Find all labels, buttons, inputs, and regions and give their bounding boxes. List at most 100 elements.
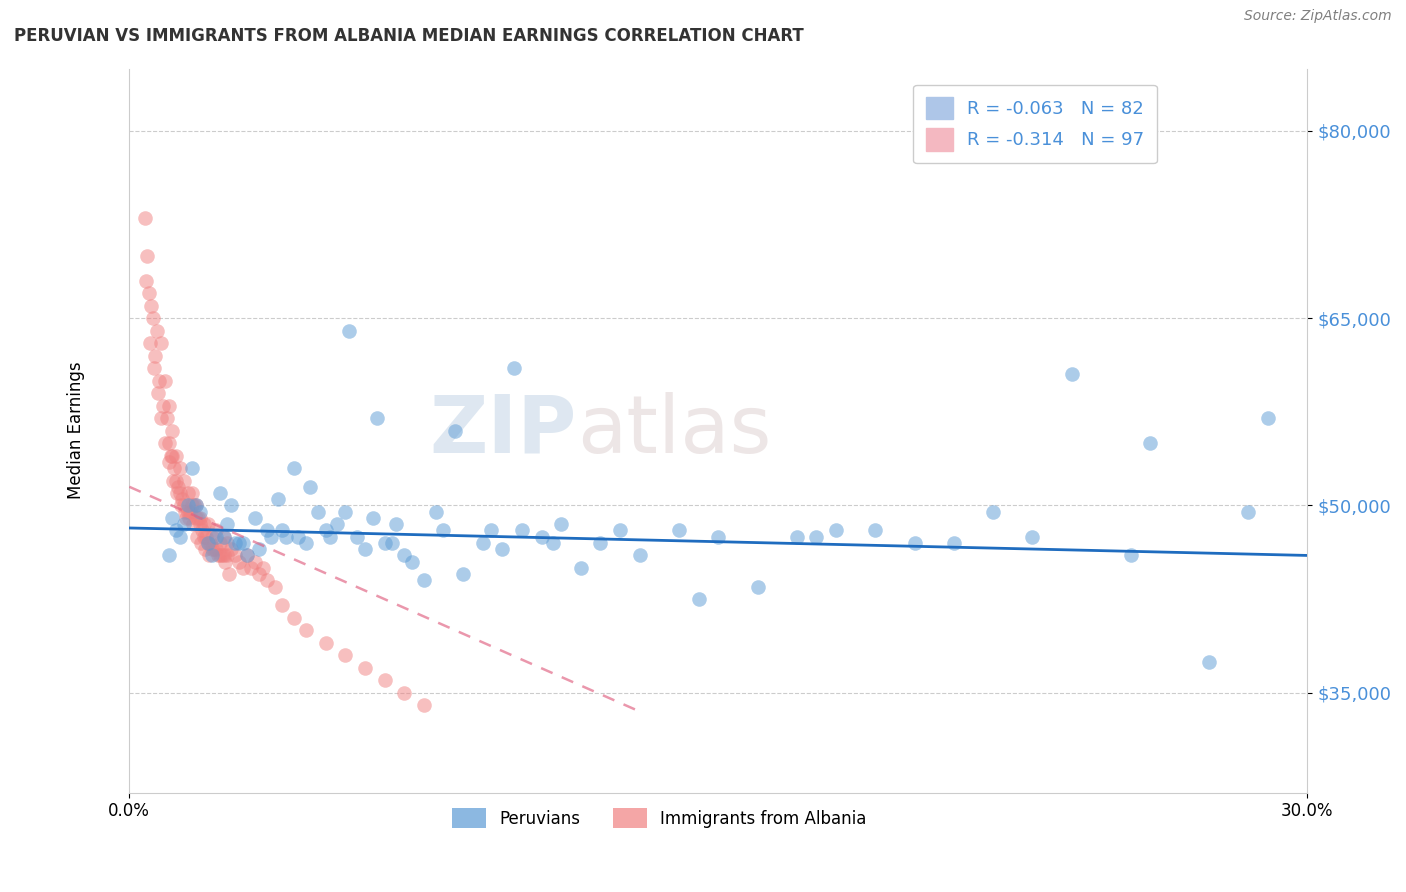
Point xyxy=(283,611,305,625)
Point xyxy=(165,524,187,538)
Point xyxy=(373,536,395,550)
Point xyxy=(221,542,243,557)
Point xyxy=(143,349,166,363)
Point xyxy=(271,599,294,613)
Point xyxy=(479,524,502,538)
Point xyxy=(298,480,321,494)
Point xyxy=(139,299,162,313)
Point xyxy=(589,536,612,550)
Point xyxy=(165,474,187,488)
Point xyxy=(224,549,246,563)
Point xyxy=(170,499,193,513)
Point xyxy=(207,549,229,563)
Point xyxy=(263,580,285,594)
Point xyxy=(197,536,219,550)
Point xyxy=(1198,655,1220,669)
Point xyxy=(162,449,184,463)
Point xyxy=(981,505,1004,519)
Point xyxy=(197,536,219,550)
Point xyxy=(204,530,226,544)
Point xyxy=(208,549,231,563)
Point xyxy=(412,574,434,588)
Point xyxy=(177,486,200,500)
Point xyxy=(188,511,211,525)
Point xyxy=(569,561,592,575)
Point xyxy=(135,274,157,288)
Point xyxy=(865,524,887,538)
Point xyxy=(240,561,263,575)
Point xyxy=(267,492,290,507)
Point xyxy=(181,499,204,513)
Point xyxy=(221,499,243,513)
Point xyxy=(208,536,231,550)
Point xyxy=(188,505,211,519)
Point xyxy=(217,517,239,532)
Point xyxy=(172,492,194,507)
Point xyxy=(149,336,172,351)
Point xyxy=(1119,549,1142,563)
Point xyxy=(212,530,235,544)
Point xyxy=(177,499,200,513)
Point xyxy=(142,311,165,326)
Point xyxy=(150,411,173,425)
Text: PERUVIAN VS IMMIGRANTS FROM ALBANIA MEDIAN EARNINGS CORRELATION CHART: PERUVIAN VS IMMIGRANTS FROM ALBANIA MEDI… xyxy=(14,27,804,45)
Point xyxy=(232,536,254,550)
Point xyxy=(166,486,188,500)
Point xyxy=(155,436,177,450)
Text: atlas: atlas xyxy=(576,392,772,469)
Point xyxy=(181,517,204,532)
Point xyxy=(232,561,254,575)
Point xyxy=(193,530,215,544)
Text: Median Earnings: Median Earnings xyxy=(67,362,86,500)
Point xyxy=(184,499,207,513)
Point xyxy=(136,249,159,263)
Point xyxy=(194,542,217,557)
Point xyxy=(184,499,207,513)
Point xyxy=(247,542,270,557)
Point xyxy=(337,324,360,338)
Point xyxy=(307,505,329,519)
Point xyxy=(169,461,191,475)
Point xyxy=(146,386,169,401)
Point xyxy=(543,536,565,550)
Point xyxy=(425,505,447,519)
Point xyxy=(412,698,434,713)
Point xyxy=(217,536,239,550)
Point xyxy=(373,673,395,688)
Point xyxy=(315,524,337,538)
Point xyxy=(174,505,197,519)
Point xyxy=(162,424,184,438)
Point xyxy=(444,424,467,438)
Point xyxy=(491,542,513,557)
Point xyxy=(201,549,224,563)
Point xyxy=(191,524,214,538)
Point xyxy=(145,324,167,338)
Point xyxy=(904,536,927,550)
Point xyxy=(134,211,156,226)
Point xyxy=(335,648,357,663)
Point xyxy=(432,524,454,538)
Point xyxy=(169,530,191,544)
Point xyxy=(208,486,231,500)
Point xyxy=(1257,411,1279,425)
Point xyxy=(451,567,474,582)
Point xyxy=(152,399,174,413)
Point xyxy=(157,455,180,469)
Point xyxy=(167,480,190,494)
Point xyxy=(609,524,631,538)
Point xyxy=(276,530,298,544)
Legend: Peruvians, Immigrants from Albania: Peruvians, Immigrants from Albania xyxy=(446,801,873,835)
Point xyxy=(201,530,224,544)
Point xyxy=(668,524,690,538)
Point xyxy=(148,374,170,388)
Point xyxy=(392,686,415,700)
Point xyxy=(346,530,368,544)
Point xyxy=(259,530,281,544)
Point xyxy=(1060,368,1083,382)
Point xyxy=(326,517,349,532)
Point xyxy=(688,592,710,607)
Point xyxy=(806,530,828,544)
Point xyxy=(153,374,176,388)
Point xyxy=(211,549,233,563)
Point xyxy=(283,461,305,475)
